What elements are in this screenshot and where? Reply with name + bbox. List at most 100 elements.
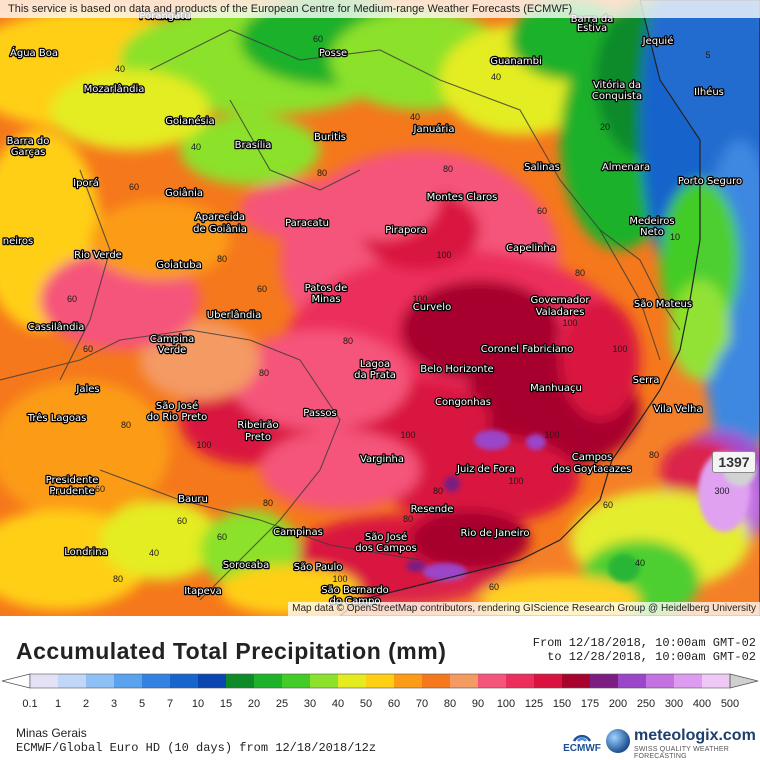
city-label[interactable]: Neto — [639, 226, 665, 240]
city-name: Buritis — [314, 132, 346, 143]
contour-label: 80 — [575, 268, 585, 278]
city-label[interactable]: Juiz de Fora — [455, 463, 517, 477]
city-label[interactable]: Rio Verde — [73, 249, 123, 263]
city-label[interactable]: Capelinha — [505, 242, 558, 256]
city-label[interactable]: Paracatu — [284, 217, 330, 231]
legend-tick-label: 40 — [332, 698, 344, 710]
precipitation-map[interactable]: 40 60 40 40 20 5 40 60 80 80 60 10 80 100 60 80 100 100 60… — [0, 0, 760, 616]
city-label[interactable]: Barra do — [5, 135, 50, 149]
city-label[interactable]: Governador — [529, 294, 591, 308]
city-name: de Goiânia — [193, 223, 247, 235]
city-label[interactable]: Porto Seguro — [677, 175, 744, 189]
city-label[interactable]: Ilhéus — [693, 85, 725, 100]
city-label[interactable]: São Paulo — [292, 561, 343, 575]
legend-tick-label: 0.1 — [22, 698, 37, 710]
city-label[interactable]: Goiatuba — [155, 259, 203, 273]
city-label[interactable]: Resende — [409, 503, 454, 517]
city-label[interactable]: Goiânia — [164, 186, 205, 201]
city-label[interactable]: Curvelo — [411, 301, 452, 315]
city-label[interactable]: Patos de — [303, 282, 348, 296]
city-label[interactable]: Iporá — [72, 176, 100, 191]
city-label[interactable]: Montes Claros — [425, 191, 498, 205]
city-label[interactable]: Posse — [318, 47, 349, 61]
city-label[interactable]: Valadares — [534, 306, 585, 320]
city-label[interactable]: do Rio Preto — [145, 411, 208, 425]
legend-tick-label: 25 — [276, 698, 288, 710]
city-label[interactable]: Ribeirão — [236, 419, 280, 433]
city-label[interactable]: Belo Horizonte — [419, 363, 495, 377]
city-label[interactable]: Varginha — [359, 453, 406, 467]
city-label[interactable]: Vila Velha — [652, 403, 704, 417]
city-label[interactable]: Londrina — [63, 546, 109, 560]
globe-icon — [606, 729, 630, 753]
city-label[interactable]: Salinas — [523, 161, 561, 175]
city-label[interactable]: Verde — [156, 344, 187, 358]
city-label[interactable]: Sorocaba — [221, 559, 270, 573]
city-label[interactable]: Cassilândia — [26, 320, 85, 335]
city-label[interactable]: Estiva — [576, 22, 609, 36]
city-label[interactable]: Água Boa — [9, 45, 60, 61]
region-name: Minas Gerais — [16, 726, 87, 740]
city-name: Vitória da — [593, 79, 641, 91]
contour-label: 100 — [508, 476, 523, 486]
city-label[interactable]: Presidente — [44, 474, 99, 488]
city-label[interactable]: dos Goytacazes — [551, 463, 633, 477]
city-label[interactable]: Lagoa — [359, 358, 392, 372]
legend-swatch — [366, 674, 395, 688]
model-run-info: ECMWF/Global Euro HD (10 days) from 12/1… — [16, 741, 377, 755]
city-label[interactable]: Guanambi — [489, 55, 543, 69]
city-label[interactable]: Serra — [631, 374, 660, 388]
city-label[interactable]: Congonhas — [434, 396, 493, 410]
city-label[interactable]: Buritis — [313, 131, 348, 145]
city-name: Jequié — [642, 35, 674, 47]
city-label[interactable]: Campos — [570, 451, 613, 465]
city-label[interactable]: Itapeva — [183, 585, 223, 599]
city-label[interactable]: da Prata — [353, 369, 397, 383]
city-label[interactable]: Garças — [9, 146, 46, 160]
contour-label: 60 — [83, 344, 93, 354]
city-label[interactable]: Preto — [244, 431, 273, 445]
city-label[interactable]: neiros — [1, 235, 34, 249]
city-label[interactable]: Almenara — [601, 161, 652, 175]
city-label[interactable]: Conquista — [591, 90, 644, 104]
legend-swatch — [450, 674, 479, 688]
contour-label: 60 — [67, 294, 77, 304]
city-label[interactable]: Prudente — [48, 485, 96, 499]
city-label[interactable]: Uberlândia — [205, 308, 262, 323]
city-label[interactable]: Aparecida — [194, 211, 247, 225]
city-label[interactable]: Januária — [411, 122, 456, 137]
city-label[interactable]: Manhuaçu — [529, 382, 583, 396]
city-label[interactable]: São José — [155, 399, 200, 414]
city-label[interactable]: de Goiânia — [192, 222, 248, 237]
city-label[interactable]: Jequié — [640, 34, 674, 49]
legend-tick-label: 70 — [416, 698, 428, 710]
city-label[interactable]: São Bernardo — [320, 584, 390, 598]
precipitation-field — [0, 0, 760, 616]
city-label[interactable]: Três Lagoas — [25, 411, 87, 426]
city-label[interactable]: Mozarlândia — [82, 82, 145, 97]
city-label[interactable]: Vitória da — [592, 78, 643, 93]
city-label[interactable]: Passos — [302, 407, 338, 421]
city-label[interactable]: Rio de Janeiro — [459, 527, 531, 541]
legend-swatch — [310, 674, 339, 688]
city-label[interactable]: dos Campos — [354, 542, 418, 556]
city-label[interactable]: Coronel Fabriciano — [479, 343, 574, 357]
meteologix-logo[interactable]: meteologix.com SWISS QUALITY WEATHER FOR… — [606, 727, 756, 760]
city-label[interactable]: Jales — [74, 383, 101, 397]
city-label[interactable]: São Mateus — [633, 298, 694, 312]
city-label[interactable]: Goianésia — [164, 114, 216, 129]
city-label[interactable]: Campinas — [272, 526, 324, 540]
map-attribution[interactable]: Map data © OpenStreetMap contributors, r… — [288, 602, 760, 616]
legend-swatch — [646, 674, 675, 688]
ecmwf-logo[interactable]: ECMWF — [560, 727, 604, 757]
city-label[interactable]: Brasília — [233, 138, 272, 153]
legend-tick-label: 50 — [360, 698, 372, 710]
city-label[interactable]: Minas — [310, 293, 342, 307]
city-name: da Prata — [354, 370, 396, 381]
city-label[interactable]: Bauru — [177, 493, 209, 507]
city-label[interactable]: Pirapora — [384, 224, 428, 238]
city-label[interactable]: Campina — [148, 333, 195, 347]
state-borders — [0, 29, 681, 601]
city-label[interactable]: São José — [364, 530, 409, 545]
city-label[interactable]: Medeiros — [628, 215, 676, 229]
